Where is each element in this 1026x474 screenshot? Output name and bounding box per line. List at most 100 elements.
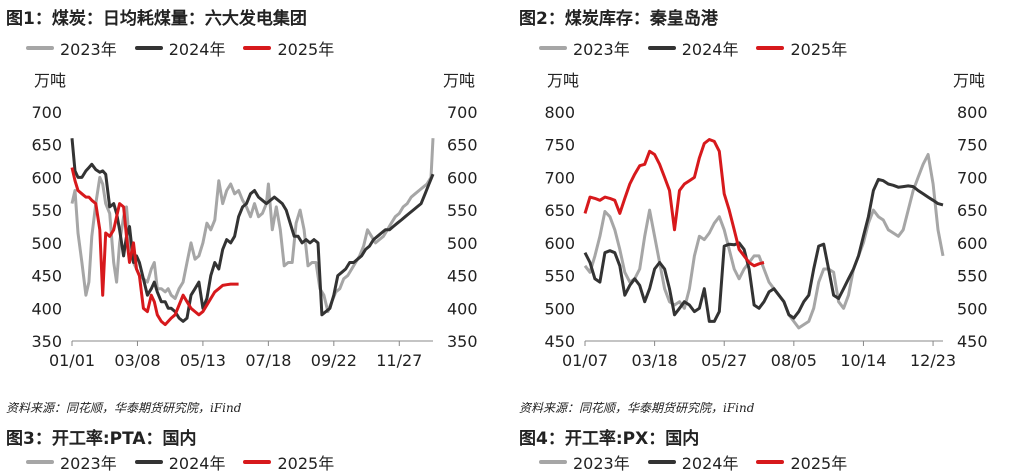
x-tick-label: 03/18 xyxy=(632,351,678,370)
legend-label-2025: 2025年 xyxy=(277,40,335,59)
x-tick-label: 08/05 xyxy=(771,351,817,370)
y-tick-label-right: 650 xyxy=(447,136,478,155)
series-line-2024年 xyxy=(583,177,944,323)
x-tick-label: 01/01 xyxy=(49,351,95,370)
next-legend-label-2023: 2023年 xyxy=(573,454,630,473)
y-tick-label-left: 750 xyxy=(544,136,575,155)
next-legend-label-2023: 2023年 xyxy=(60,454,117,473)
legend-label-2023: 2023年 xyxy=(60,40,117,59)
legend-label-2023: 2023年 xyxy=(573,40,630,59)
next-legend-item-2024: 2024年 xyxy=(647,450,739,474)
series-line-2025年 xyxy=(70,167,239,327)
y-tick-label-right: 500 xyxy=(957,299,988,318)
x-tick-label: 11/27 xyxy=(376,351,422,370)
y-tick-label-right: 400 xyxy=(447,299,478,318)
legend-swatch-2025 xyxy=(756,46,785,50)
figure-title: 图1：煤炭：日均耗煤量：六大发电集团 xyxy=(6,9,307,29)
series-line-2023年 xyxy=(583,153,945,330)
next-figure-legend: 2023年 2024年 2025年 xyxy=(26,450,334,474)
y-tick-label-right: 550 xyxy=(957,267,988,286)
next-legend-swatch-2023 xyxy=(26,460,54,464)
y-tick-label-right: 450 xyxy=(447,267,478,286)
y-tick-label-left: 400 xyxy=(31,299,62,318)
next-legend-item-2023: 2023年 xyxy=(26,450,117,474)
y-tick-label-left: 550 xyxy=(31,201,62,220)
y-tick-label-left: 500 xyxy=(31,234,62,253)
x-tick-label: 03/08 xyxy=(114,351,160,370)
next-legend-item-2025: 2025年 xyxy=(756,450,847,474)
y-tick-label-left: 500 xyxy=(544,299,575,318)
legend-swatch-2024 xyxy=(134,46,163,50)
legend-item-2023: 2023年 xyxy=(26,36,117,60)
next-figure-title: 图4：开工率:PX：国内 xyxy=(519,429,700,449)
x-tick-label: 12/23 xyxy=(910,351,956,370)
y-tick-label-left: 350 xyxy=(31,332,62,351)
legend-item-2023: 2023年 xyxy=(539,36,630,60)
chart-panel-coal-consumption: 图1：煤炭：日均耗煤量：六大发电集团 2023年 2024年 2025年 万吨万… xyxy=(0,0,505,473)
chart-legend: 2023年 2024年 2025年 xyxy=(26,36,334,60)
y-tick-label-right: 800 xyxy=(957,103,988,122)
next-legend-swatch-2024 xyxy=(134,460,163,464)
chart-panel-coal-inventory: 图2：煤炭库存：秦皇岛港 2023年 2024年 2025年 万吨 万吨 450 45… xyxy=(513,0,1026,473)
y-axis-unit-left: 万吨 xyxy=(34,71,66,90)
next-legend-item-2025: 2025年 xyxy=(243,450,334,474)
y-tick-label-left: 450 xyxy=(31,267,62,286)
legend-swatch-2024 xyxy=(647,46,676,50)
y-tick-label-right: 700 xyxy=(447,103,478,122)
y-tick-label-right: 700 xyxy=(957,168,988,187)
y-tick-label-left: 700 xyxy=(544,168,575,187)
x-tick-label: 05/13 xyxy=(180,351,226,370)
legend-swatch-2025 xyxy=(243,46,272,50)
legend-label-2025: 2025年 xyxy=(790,40,848,59)
next-legend-label-2024: 2024年 xyxy=(168,454,226,473)
x-tick-label: 01/07 xyxy=(562,351,608,370)
source-note: 资料来源：同花顺，华泰期货研究院，iFind xyxy=(519,401,755,415)
next-legend-item-2024: 2024年 xyxy=(134,450,226,474)
legend-label-2024: 2024年 xyxy=(168,40,226,59)
next-legend-swatch-2025 xyxy=(243,460,272,464)
y-tick-label-right: 450 xyxy=(957,332,988,351)
x-tick-label: 09/22 xyxy=(311,351,357,370)
legend-item-2024: 2024年 xyxy=(134,36,226,60)
legend-item-2025: 2025年 xyxy=(756,36,847,60)
legend-item-2024: 2024年 xyxy=(647,36,739,60)
legend-label-2024: 2024年 xyxy=(681,40,739,59)
y-tick-label-left: 700 xyxy=(31,103,62,122)
x-tick-label: 05/27 xyxy=(701,351,747,370)
y-tick-label-right: 350 xyxy=(447,332,478,351)
y-tick-label-left: 600 xyxy=(31,168,62,187)
next-legend-label-2025: 2025年 xyxy=(790,454,848,473)
next-legend-swatch-2024 xyxy=(647,460,676,464)
next-legend-swatch-2025 xyxy=(756,460,785,464)
series-line-2025年 xyxy=(583,138,765,268)
x-tick-label: 07/18 xyxy=(245,351,291,370)
y-tick-label-right: 550 xyxy=(447,201,478,220)
y-tick-label-left: 800 xyxy=(544,103,575,122)
y-tick-label-left: 650 xyxy=(31,136,62,155)
y-tick-label-right: 750 xyxy=(957,136,988,155)
next-figure-title: 图3：开工率:PTA：国内 xyxy=(6,429,197,449)
legend-item-2025: 2025年 xyxy=(243,36,334,60)
line-chart-coal-consumption: 万吨 万吨 350 350 400 400 450 450 500 500 550 550 600 600… xyxy=(31,71,478,370)
y-tick-label-right: 500 xyxy=(447,234,478,253)
y-axis-unit-left: 万吨 xyxy=(547,71,579,90)
y-tick-label-left: 600 xyxy=(544,234,575,253)
chart-legend: 2023年 2024年 2025年 xyxy=(539,36,847,60)
figure-title: 图2：煤炭库存：秦皇岛港 xyxy=(519,9,718,29)
line-chart-coal-inventory: 万吨 万吨 450 450 500 500 550 550 600 600 650 650 700 700… xyxy=(544,71,988,370)
y-axis-unit-right: 万吨 xyxy=(443,71,475,90)
x-tick-label: 10/14 xyxy=(840,351,886,370)
next-legend-swatch-2023 xyxy=(539,460,567,464)
next-legend-item-2023: 2023年 xyxy=(539,450,630,474)
next-legend-label-2024: 2024年 xyxy=(681,454,739,473)
source-note: 资料来源：同花顺，华泰期货研究院，iFind xyxy=(6,401,242,415)
next-legend-label-2025: 2025年 xyxy=(277,454,335,473)
y-tick-label-left: 450 xyxy=(544,332,575,351)
y-tick-label-right: 600 xyxy=(957,234,988,253)
y-tick-label-right: 650 xyxy=(957,201,988,220)
series-line-2023年 xyxy=(70,138,435,314)
y-tick-label-right: 600 xyxy=(447,168,478,187)
next-figure-legend: 2023年 2024年 2025年 xyxy=(539,450,847,474)
y-tick-label-left: 550 xyxy=(544,267,575,286)
y-tick-label-left: 650 xyxy=(544,201,575,220)
